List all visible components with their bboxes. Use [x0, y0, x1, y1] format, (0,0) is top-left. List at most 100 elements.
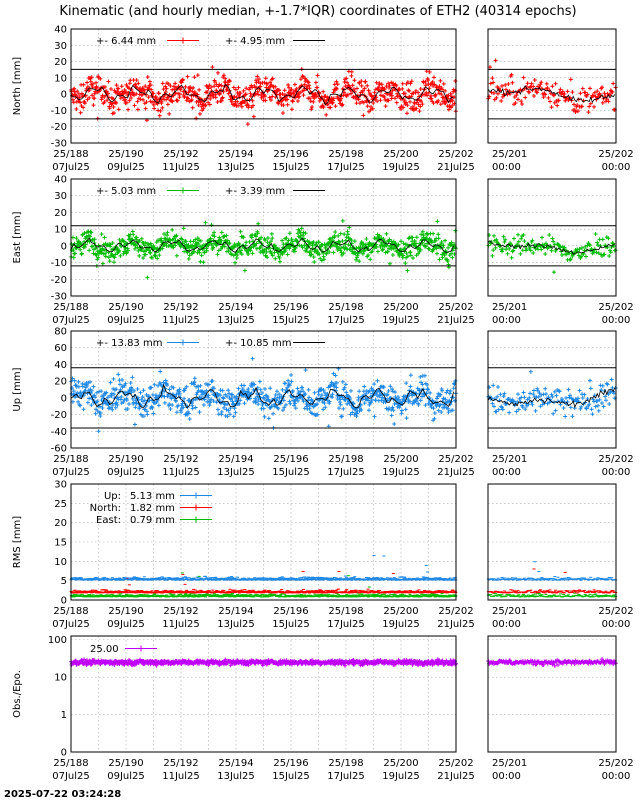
north-point	[70, 97, 75, 102]
north-point	[388, 91, 393, 96]
north-point	[344, 76, 349, 81]
north-point	[191, 85, 196, 90]
north-point	[262, 94, 267, 99]
north-point	[268, 98, 273, 103]
north-point	[121, 91, 126, 96]
up-point	[448, 389, 453, 394]
north-point	[197, 111, 202, 116]
east-point	[339, 245, 344, 250]
north-point	[264, 85, 269, 90]
up-point	[533, 408, 538, 413]
north-point	[280, 91, 285, 96]
north-point	[592, 90, 597, 95]
north-point	[562, 92, 567, 97]
up-point	[357, 389, 362, 394]
east-zoom-axes: 25/201 00:00 25/202 00:00	[486, 178, 634, 326]
east-point	[247, 239, 252, 244]
north-point	[378, 98, 383, 103]
north-point	[123, 97, 128, 102]
east-point	[139, 248, 144, 253]
up-point	[192, 376, 197, 381]
north-point	[315, 73, 320, 78]
north-point	[103, 84, 108, 89]
north-point	[239, 104, 244, 109]
north-point	[127, 98, 132, 103]
up-point	[145, 412, 150, 417]
x-tick-label: 25/202	[438, 454, 473, 465]
north-zoom-axes: 25/201 00:00 25/202 00:00	[486, 28, 634, 173]
north-point	[354, 101, 359, 106]
north-point	[488, 65, 492, 70]
legend-spread: +- 5.03 mm	[96, 186, 156, 197]
north-point	[74, 106, 79, 111]
up-point	[288, 401, 293, 406]
east-point	[507, 246, 512, 251]
up-point	[215, 407, 220, 412]
up-point	[151, 411, 156, 416]
north-point	[111, 96, 116, 101]
north-point	[405, 111, 410, 116]
north-point	[134, 91, 139, 96]
east-point	[92, 237, 97, 242]
east-point	[531, 251, 536, 256]
up-point	[300, 385, 305, 390]
up-point	[306, 387, 311, 392]
north-point	[405, 103, 410, 108]
east-point	[390, 252, 395, 257]
north-point	[221, 73, 226, 78]
north-point	[205, 89, 210, 94]
up-point	[231, 414, 236, 419]
east-point	[209, 222, 214, 227]
up-point	[338, 397, 343, 402]
x-tick-label: 25/202	[598, 454, 633, 465]
north-point	[201, 106, 206, 111]
up-point	[408, 373, 413, 378]
north-point	[334, 79, 339, 84]
east-point	[584, 254, 588, 259]
up-point	[307, 395, 312, 400]
north-point	[146, 95, 151, 100]
up-point	[280, 387, 285, 392]
north-point	[560, 89, 565, 94]
north-point	[126, 107, 131, 112]
x-tick-label: 25/196	[273, 454, 308, 465]
up-point	[393, 390, 398, 395]
north-point	[312, 96, 317, 101]
north-point	[431, 75, 436, 80]
north-point	[128, 78, 133, 83]
east-point	[540, 235, 544, 240]
north-point	[412, 101, 417, 106]
north-point	[78, 100, 83, 105]
east-point	[436, 232, 441, 237]
east-point	[112, 255, 117, 260]
y-tick-label: 60	[54, 343, 67, 354]
north-point	[448, 91, 453, 96]
y-tick-label: 40	[54, 360, 67, 371]
x-tick-label: 25/190	[108, 454, 143, 465]
up-point	[99, 389, 104, 394]
up-point	[219, 409, 224, 414]
north-point	[180, 77, 185, 82]
up-point	[156, 403, 161, 408]
north-point	[85, 80, 90, 85]
north-point	[212, 79, 217, 84]
x-tick-date: 00:00	[602, 162, 631, 173]
up-point	[266, 416, 271, 421]
north-point	[242, 100, 247, 105]
north-point	[123, 89, 128, 94]
y-tick-label: -10	[51, 258, 67, 269]
up-point	[580, 392, 584, 397]
up-point	[197, 409, 202, 414]
north-point	[87, 88, 92, 93]
east-point	[233, 260, 238, 265]
x-tick-date: 09Jul25	[107, 467, 145, 478]
up-point	[491, 383, 496, 388]
north-point	[488, 81, 493, 86]
north-point	[276, 101, 281, 106]
x-tick-label: 25/198	[328, 454, 363, 465]
east-point	[106, 255, 111, 260]
north-point	[576, 109, 580, 114]
x-tick-date: 15Jul25	[272, 467, 310, 478]
east-point	[137, 238, 142, 243]
up-point	[502, 391, 507, 396]
